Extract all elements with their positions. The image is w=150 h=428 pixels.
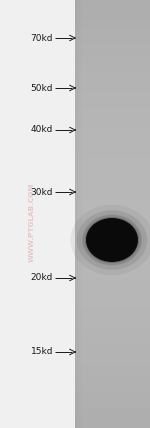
Text: 40kd: 40kd xyxy=(31,125,53,134)
Ellipse shape xyxy=(85,217,139,263)
Bar xyxy=(75,136,150,143)
Bar xyxy=(75,307,150,315)
Bar xyxy=(75,43,150,51)
Bar xyxy=(75,399,150,407)
Bar xyxy=(75,271,150,279)
Bar xyxy=(75,364,150,372)
Bar xyxy=(75,14,150,22)
Text: 20kd: 20kd xyxy=(31,273,53,282)
Bar xyxy=(75,93,150,101)
Bar xyxy=(75,178,150,186)
Bar xyxy=(75,128,150,136)
Bar xyxy=(75,407,150,414)
Bar xyxy=(75,235,150,243)
Ellipse shape xyxy=(82,215,142,265)
Bar xyxy=(75,371,150,379)
Bar xyxy=(75,335,150,343)
Text: 70kd: 70kd xyxy=(30,33,53,42)
Bar xyxy=(75,78,150,86)
Bar xyxy=(81,0,82,428)
Bar xyxy=(75,71,150,79)
Bar xyxy=(75,207,150,214)
Bar xyxy=(75,257,150,265)
Bar xyxy=(75,21,150,29)
Bar xyxy=(80,0,81,428)
Bar xyxy=(76,0,77,428)
Bar xyxy=(75,57,150,65)
Bar xyxy=(75,157,150,165)
Bar xyxy=(75,378,150,386)
Bar xyxy=(75,357,150,364)
Bar xyxy=(75,221,150,229)
Bar xyxy=(75,200,150,208)
Bar xyxy=(75,250,150,257)
Bar xyxy=(75,86,150,93)
Bar xyxy=(75,171,150,179)
Bar xyxy=(75,285,150,293)
Bar xyxy=(75,385,150,393)
Bar xyxy=(75,143,150,150)
Bar xyxy=(75,64,150,72)
Bar xyxy=(75,36,150,43)
Bar xyxy=(77,0,78,428)
Bar xyxy=(75,100,150,107)
Bar xyxy=(75,107,150,115)
Bar xyxy=(82,0,83,428)
Bar xyxy=(75,50,150,58)
Bar xyxy=(75,121,150,129)
Bar xyxy=(75,278,150,286)
Ellipse shape xyxy=(77,210,147,270)
Bar xyxy=(75,321,150,329)
Bar xyxy=(75,29,150,36)
Bar xyxy=(75,350,150,357)
Bar xyxy=(75,150,150,158)
Bar xyxy=(75,328,150,336)
Bar xyxy=(75,185,150,193)
Bar xyxy=(75,7,150,15)
Bar xyxy=(75,193,150,200)
Bar xyxy=(75,0,76,428)
Bar xyxy=(78,0,79,428)
Bar xyxy=(75,164,150,172)
Bar xyxy=(75,300,150,307)
Bar xyxy=(75,314,150,321)
Bar xyxy=(75,421,150,428)
Bar xyxy=(75,114,150,122)
Bar xyxy=(75,243,150,250)
Bar xyxy=(75,264,150,272)
Text: WWW.PTGLAB.COM: WWW.PTGLAB.COM xyxy=(28,183,34,262)
Ellipse shape xyxy=(70,205,150,275)
Bar xyxy=(75,0,150,8)
Text: 50kd: 50kd xyxy=(30,83,53,92)
Bar xyxy=(75,342,150,350)
Bar xyxy=(75,228,150,236)
Bar xyxy=(75,292,150,300)
Ellipse shape xyxy=(86,218,138,262)
Bar xyxy=(79,0,80,428)
Bar xyxy=(75,414,150,422)
Bar xyxy=(75,392,150,400)
Bar xyxy=(75,214,150,222)
Text: 30kd: 30kd xyxy=(30,187,53,196)
Text: 15kd: 15kd xyxy=(30,348,53,357)
